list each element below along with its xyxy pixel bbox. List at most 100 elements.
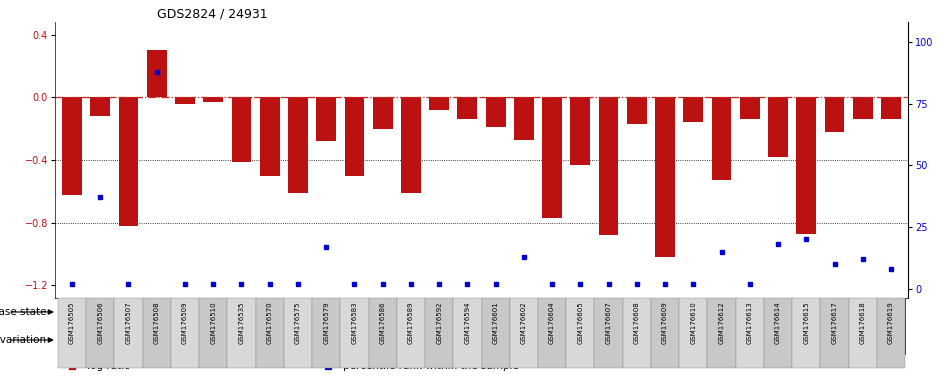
Text: GSM176579: GSM176579 <box>324 301 329 344</box>
Text: GSM176575: GSM176575 <box>295 301 301 344</box>
Bar <box>820 298 849 368</box>
Text: GSM176505: GSM176505 <box>69 301 75 344</box>
Bar <box>425 298 453 368</box>
Bar <box>567 298 594 368</box>
Bar <box>797 97 816 234</box>
Bar <box>288 97 307 193</box>
Bar <box>458 97 478 119</box>
Text: genotype/variation: genotype/variation <box>0 335 46 345</box>
Bar <box>627 97 647 124</box>
Bar <box>344 97 364 176</box>
Bar <box>118 97 138 226</box>
Bar <box>284 298 312 368</box>
Text: GSM176506: GSM176506 <box>97 301 103 344</box>
Text: GSM176613: GSM176613 <box>746 301 753 344</box>
Bar <box>260 97 280 176</box>
Bar <box>849 298 877 368</box>
Bar <box>316 97 336 141</box>
Text: GSM176619: GSM176619 <box>888 301 894 344</box>
Text: GSM176610: GSM176610 <box>691 301 696 344</box>
Bar <box>651 298 679 368</box>
Text: GSM176618: GSM176618 <box>860 301 866 344</box>
Bar <box>58 326 255 354</box>
Text: GSM176614: GSM176614 <box>775 301 781 344</box>
Text: GSM176617: GSM176617 <box>832 301 837 344</box>
Text: GSM176509: GSM176509 <box>182 301 188 344</box>
Bar <box>175 97 195 104</box>
Bar <box>114 298 143 368</box>
Text: GSM176602: GSM176602 <box>521 301 527 344</box>
Text: GSM176592: GSM176592 <box>436 301 442 344</box>
Bar <box>768 97 788 157</box>
Text: fragile X mutation: fragile X mutation <box>318 335 419 345</box>
Text: 15q11-q13 duplication: 15q11-q13 duplication <box>94 335 219 345</box>
Bar <box>538 298 567 368</box>
Bar <box>453 298 482 368</box>
Bar <box>853 97 873 119</box>
Bar <box>429 97 449 110</box>
Bar <box>679 298 708 368</box>
Bar <box>62 97 82 195</box>
Bar <box>396 298 425 368</box>
Bar <box>143 298 171 368</box>
Bar <box>711 97 731 180</box>
Text: percentile rank within the sample: percentile rank within the sample <box>343 361 519 371</box>
Bar <box>736 298 764 368</box>
Bar <box>485 97 505 127</box>
Bar <box>373 97 393 129</box>
Text: GSM176604: GSM176604 <box>549 301 555 344</box>
Text: GDS2824 / 24931: GDS2824 / 24931 <box>157 8 268 21</box>
Bar <box>171 298 199 368</box>
Bar <box>255 326 482 354</box>
Bar <box>877 298 905 368</box>
Bar <box>482 326 905 354</box>
Bar <box>881 97 901 119</box>
Text: GSM176535: GSM176535 <box>238 301 244 344</box>
Bar <box>232 97 252 162</box>
Bar <box>341 298 369 368</box>
Bar <box>227 298 255 368</box>
Bar <box>825 97 845 132</box>
Text: GSM176589: GSM176589 <box>408 301 414 344</box>
Bar <box>58 298 482 326</box>
Bar <box>764 298 792 368</box>
Text: GSM176586: GSM176586 <box>379 301 386 344</box>
Text: normal: normal <box>674 307 713 317</box>
Bar <box>401 97 421 193</box>
Text: control: control <box>674 335 712 345</box>
Bar <box>369 298 396 368</box>
Bar <box>90 97 110 116</box>
Bar <box>147 50 166 97</box>
Text: GSM176508: GSM176508 <box>153 301 160 344</box>
Text: GSM176583: GSM176583 <box>351 301 358 344</box>
Text: GSM176608: GSM176608 <box>634 301 639 344</box>
Bar <box>514 97 534 140</box>
Bar <box>203 97 223 102</box>
Bar <box>199 298 227 368</box>
Text: GSM176510: GSM176510 <box>210 301 217 344</box>
Text: GSM176594: GSM176594 <box>464 301 470 344</box>
Bar <box>542 97 562 218</box>
Text: autism: autism <box>251 307 289 317</box>
Bar <box>570 97 590 165</box>
Text: GSM176570: GSM176570 <box>267 301 272 344</box>
Text: log ratio: log ratio <box>87 361 131 371</box>
Bar <box>792 298 820 368</box>
Text: disease state: disease state <box>0 307 46 317</box>
Text: GSM176609: GSM176609 <box>662 301 668 344</box>
Bar <box>482 298 905 326</box>
Text: GSM176615: GSM176615 <box>803 301 810 344</box>
Text: GSM176612: GSM176612 <box>719 301 725 344</box>
Bar <box>58 298 86 368</box>
Bar <box>312 298 341 368</box>
Bar <box>255 298 284 368</box>
Bar <box>708 298 736 368</box>
Bar <box>482 298 510 368</box>
Text: GSM176601: GSM176601 <box>493 301 499 344</box>
Bar <box>622 298 651 368</box>
Text: GSM176605: GSM176605 <box>577 301 584 344</box>
Bar <box>594 298 622 368</box>
Bar <box>683 97 703 122</box>
Bar <box>599 97 619 235</box>
Text: GSM176607: GSM176607 <box>605 301 612 344</box>
